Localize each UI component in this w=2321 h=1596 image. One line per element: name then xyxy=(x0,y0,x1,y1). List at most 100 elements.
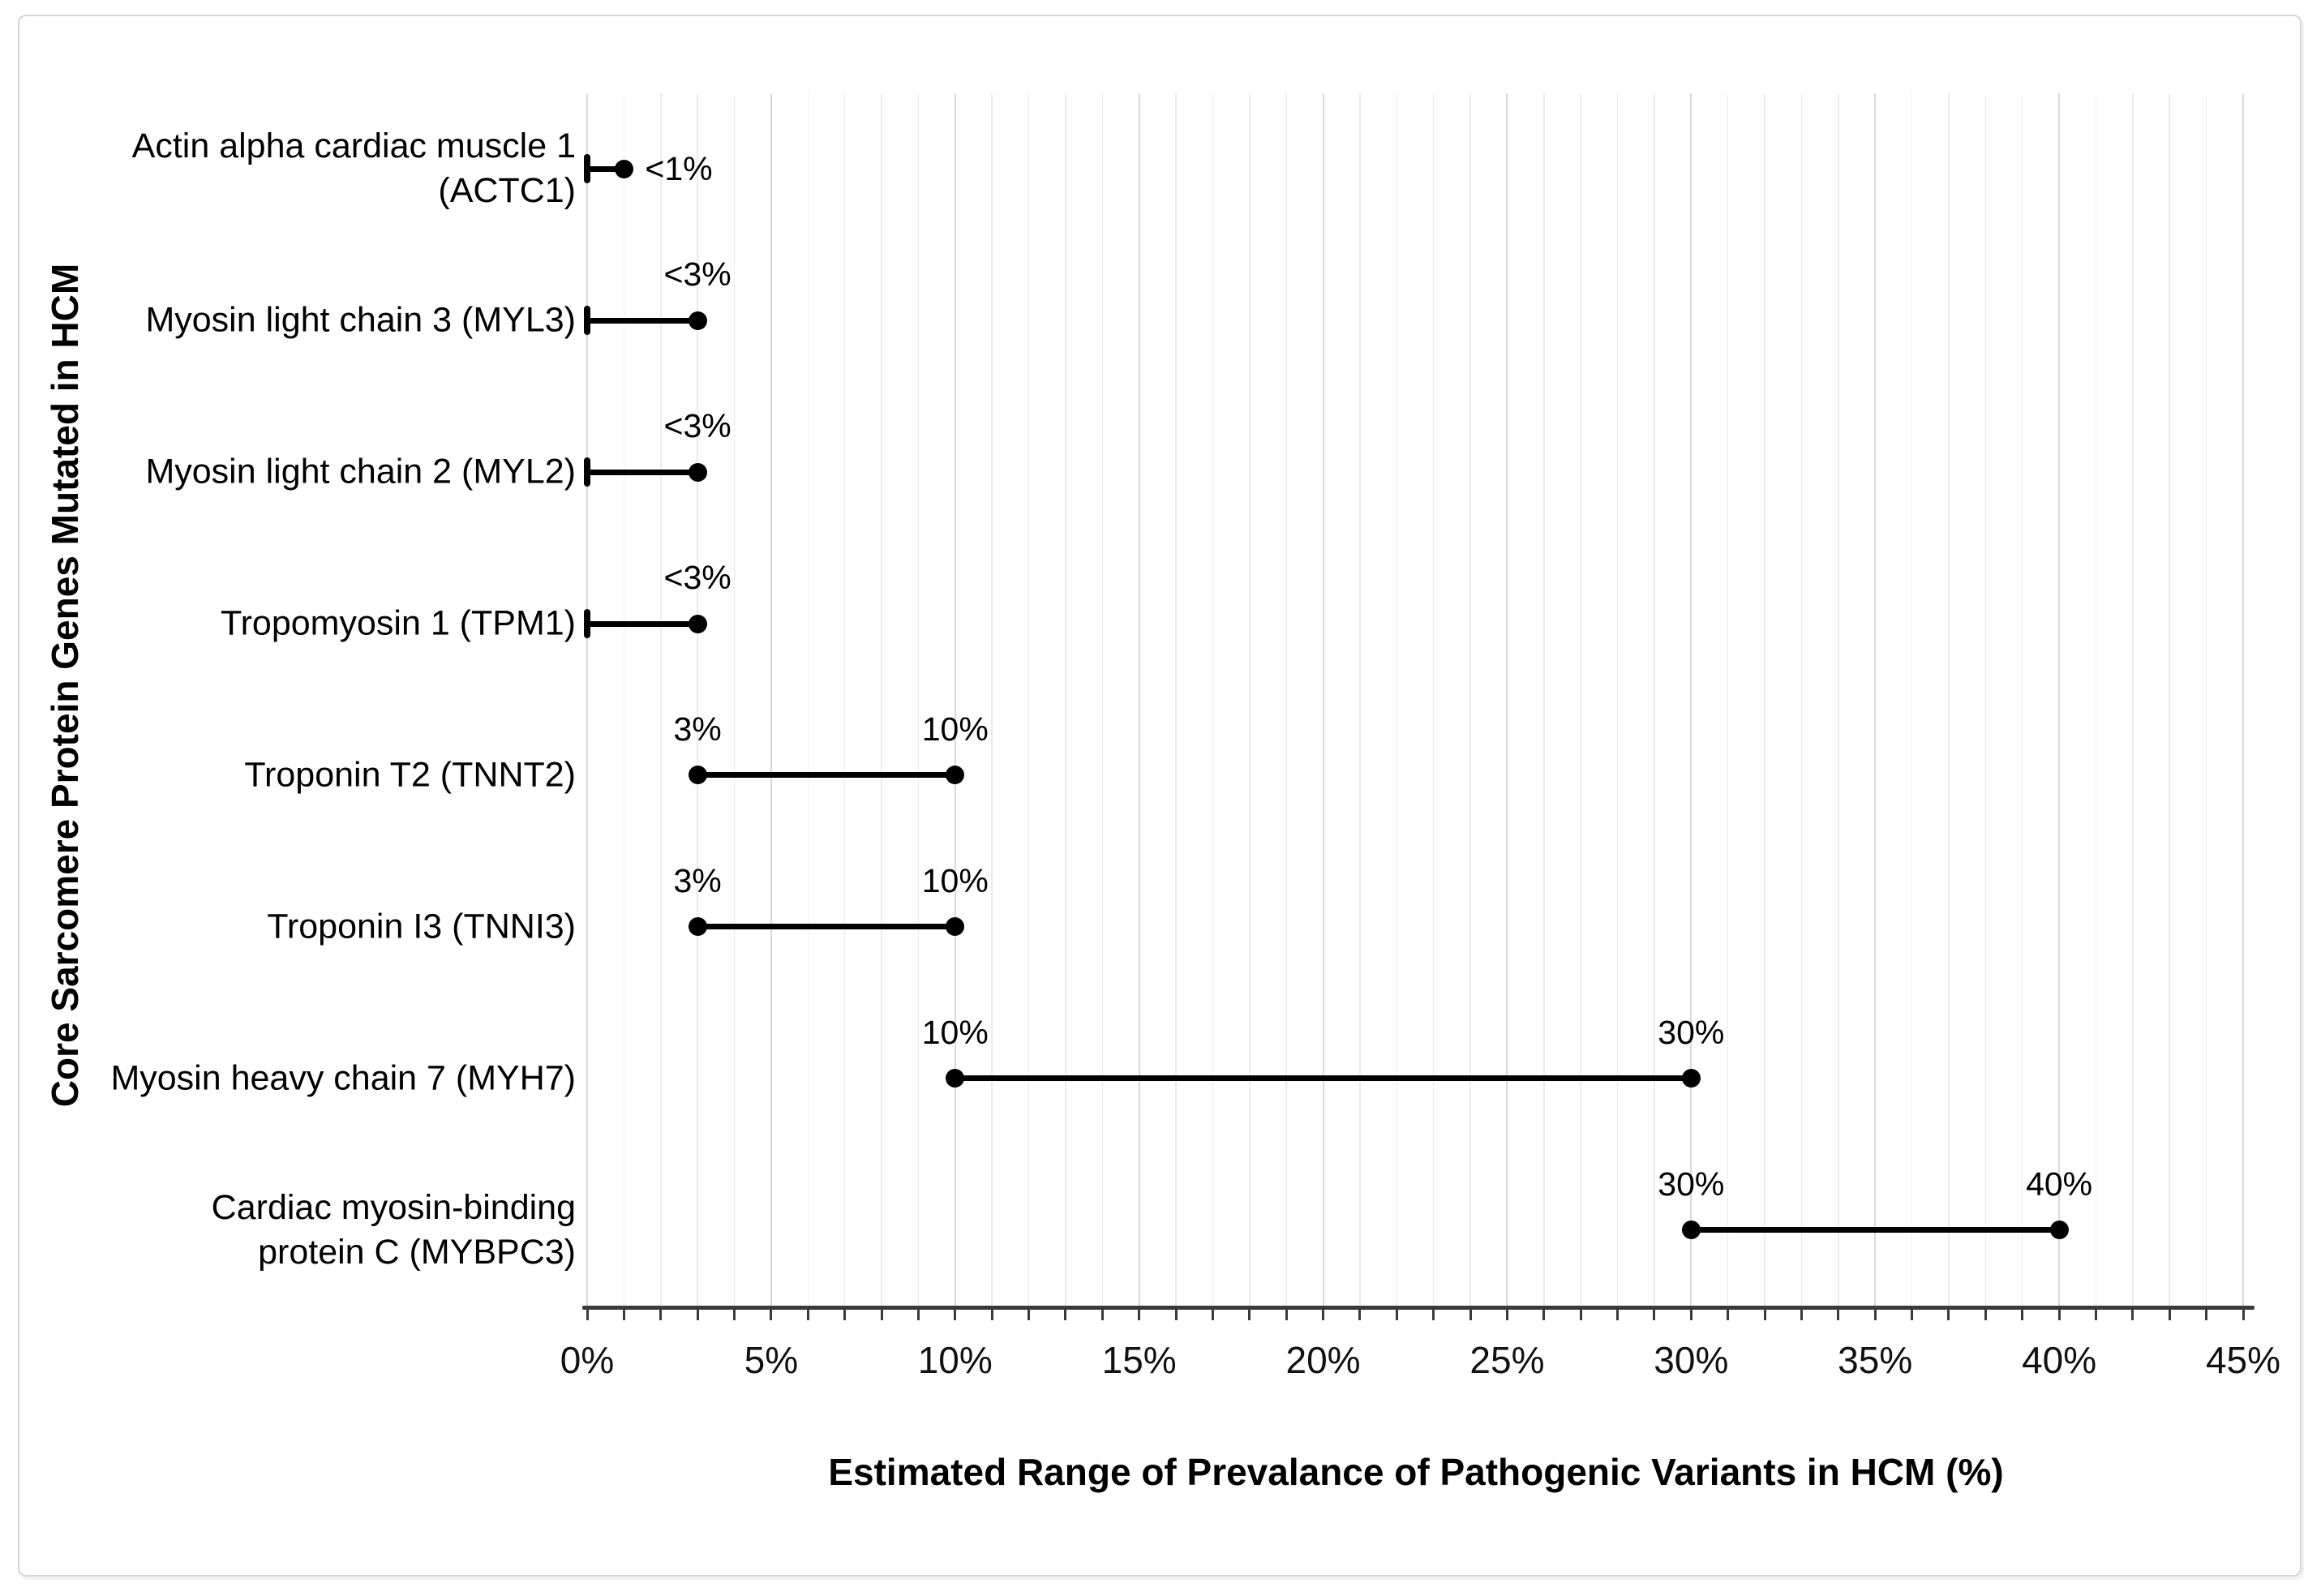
x-axis-tick xyxy=(659,1310,663,1320)
major-gridline xyxy=(1322,93,1324,1306)
range-start-cap xyxy=(584,609,590,639)
x-axis-tick xyxy=(1211,1310,1214,1320)
minor-gridline xyxy=(807,93,809,1306)
x-tick-label: 25% xyxy=(1469,1339,1545,1381)
minor-gridline xyxy=(1580,93,1581,1306)
value-label-end: 10% xyxy=(921,710,989,748)
x-axis-tick xyxy=(1947,1310,1950,1320)
x-axis-tick xyxy=(2021,1310,2024,1320)
x-axis-tick xyxy=(696,1310,699,1320)
range-end-dot xyxy=(2049,1221,2069,1240)
range-start-dot xyxy=(688,917,707,937)
category-label: Myosin light chain 2 (MYL2) xyxy=(145,452,576,491)
x-tick-label: 45% xyxy=(2205,1339,2281,1381)
x-axis-tick xyxy=(954,1310,957,1320)
minor-gridline xyxy=(843,93,846,1306)
x-axis-tick xyxy=(880,1310,883,1320)
range-start-cap xyxy=(584,154,590,184)
range-line xyxy=(587,165,624,172)
minor-gridline xyxy=(917,93,920,1306)
x-axis-tick xyxy=(1763,1310,1766,1320)
x-axis-tick xyxy=(990,1310,993,1320)
minor-gridline xyxy=(1948,93,1950,1306)
minor-gridline xyxy=(1175,93,1177,1306)
x-axis-tick xyxy=(2205,1310,2208,1320)
minor-gridline xyxy=(733,93,736,1306)
value-label-end: <3% xyxy=(663,559,731,597)
minor-gridline xyxy=(1911,93,1913,1306)
x-tick-label: 35% xyxy=(1838,1339,1913,1381)
x-axis-tick xyxy=(1505,1310,1508,1320)
x-axis-tick xyxy=(1395,1310,1398,1320)
minor-gridline xyxy=(1543,93,1545,1306)
x-axis-tick xyxy=(622,1310,625,1320)
minor-gridline xyxy=(1469,93,1471,1306)
x-axis-tick xyxy=(1616,1310,1620,1320)
major-gridline xyxy=(2058,93,2061,1306)
category-label: Troponin I3 (TNNI3) xyxy=(267,907,576,946)
minor-gridline xyxy=(1285,93,1287,1306)
category-label: Troponin T2 (TNNT2) xyxy=(244,755,576,795)
x-axis-tick xyxy=(1322,1310,1325,1320)
minor-gridline xyxy=(623,93,625,1306)
x-axis-tick xyxy=(2168,1310,2171,1320)
range-start-dot xyxy=(1681,1221,1701,1240)
minor-gridline xyxy=(1727,93,1729,1306)
x-axis-tick xyxy=(1358,1310,1362,1320)
minor-gridline xyxy=(1800,93,1803,1306)
minor-gridline xyxy=(1764,93,1765,1306)
x-axis-tick xyxy=(1100,1310,1104,1320)
minor-gridline xyxy=(1359,93,1361,1306)
x-axis-tick xyxy=(1064,1310,1067,1320)
x-axis-tick xyxy=(1873,1310,1877,1320)
range-line xyxy=(955,1075,1692,1082)
x-tick-label: 10% xyxy=(917,1339,993,1381)
minor-gridline xyxy=(2021,93,2023,1306)
value-label-end: 40% xyxy=(2026,1165,2093,1203)
range-start-dot xyxy=(688,766,707,785)
x-tick-label: 30% xyxy=(1654,1339,1729,1381)
minor-gridline xyxy=(1028,93,1030,1306)
minor-gridline xyxy=(881,93,882,1306)
minor-gridline xyxy=(1838,93,1839,1306)
range-line xyxy=(587,469,698,475)
major-gridline xyxy=(1874,93,1877,1306)
value-label-end: <3% xyxy=(663,407,731,445)
value-label-end: <3% xyxy=(663,255,731,294)
range-start-dot xyxy=(946,1069,965,1088)
x-axis-tick xyxy=(1984,1310,1987,1320)
category-label: Myosin heavy chain 7 (MYH7) xyxy=(110,1058,576,1098)
x-tick-label: 5% xyxy=(744,1339,799,1381)
x-axis-tick xyxy=(1579,1310,1582,1320)
x-axis-tick xyxy=(733,1310,736,1320)
x-axis-tick xyxy=(843,1310,847,1320)
x-axis-tick xyxy=(1028,1310,1031,1320)
minor-gridline xyxy=(1065,93,1066,1306)
x-axis-tick xyxy=(1689,1310,1692,1320)
x-axis-tick xyxy=(1285,1310,1288,1320)
range-end-dot xyxy=(688,311,707,330)
minor-gridline xyxy=(2205,93,2207,1306)
x-axis-tick xyxy=(2131,1310,2134,1320)
minor-gridline xyxy=(1396,93,1398,1306)
range-end-dot xyxy=(946,917,965,937)
category-label: Cardiac myosin-binding protein C (MYBPC3… xyxy=(211,1187,576,1272)
range-end-dot xyxy=(688,614,707,633)
range-line xyxy=(697,924,955,930)
value-label-start: 3% xyxy=(673,710,722,748)
x-axis-tick xyxy=(770,1310,773,1320)
range-end-dot xyxy=(946,766,965,785)
range-end-dot xyxy=(1681,1069,1701,1088)
x-axis-tick xyxy=(1432,1310,1435,1320)
minor-gridline xyxy=(2095,93,2097,1306)
major-gridline xyxy=(586,93,588,1306)
minor-gridline xyxy=(697,93,698,1306)
minor-gridline xyxy=(1212,93,1214,1306)
minor-gridline xyxy=(1101,93,1104,1306)
range-end-dot xyxy=(688,462,707,482)
major-gridline xyxy=(1690,93,1692,1306)
x-axis-tick xyxy=(1174,1310,1178,1320)
x-axis-tick xyxy=(2094,1310,2097,1320)
minor-gridline xyxy=(2169,93,2170,1306)
